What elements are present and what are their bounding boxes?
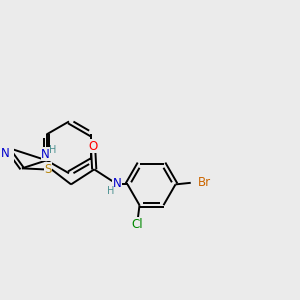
Text: Cl: Cl (131, 218, 143, 231)
Text: O: O (88, 140, 98, 153)
Text: N: N (41, 148, 50, 160)
Text: H: H (107, 186, 114, 196)
Text: N: N (113, 177, 122, 190)
Text: S: S (44, 163, 52, 176)
Text: N: N (1, 147, 10, 160)
Text: H: H (49, 145, 57, 155)
Text: Br: Br (198, 176, 211, 189)
